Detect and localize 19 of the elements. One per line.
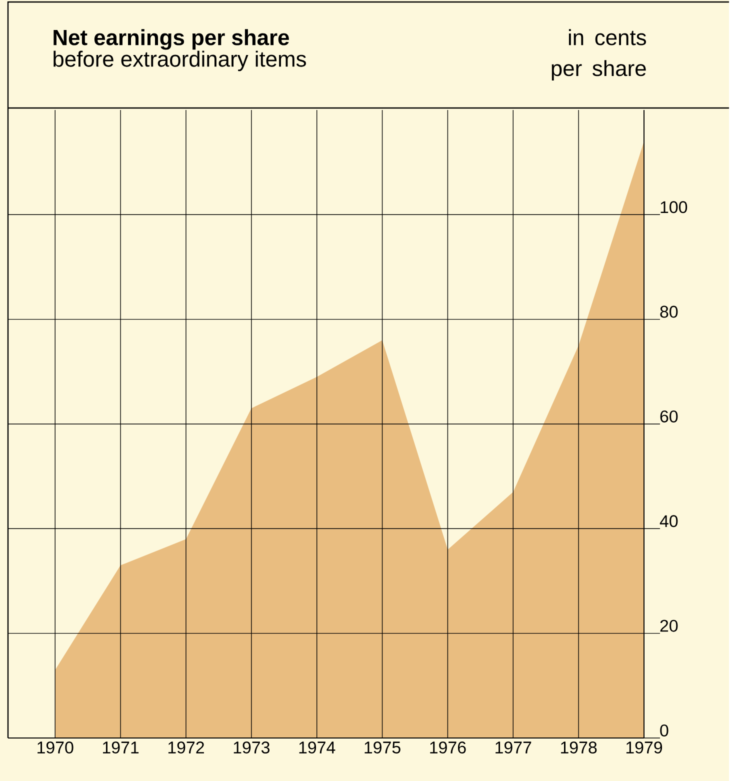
x-tick-label: 1974: [300, 742, 336, 754]
x-tick-label: 1970: [38, 742, 74, 754]
y-tick-label: 0: [660, 724, 668, 736]
chart-subtitle: before extraordinary items: [54, 50, 306, 72]
x-tick-label: 1973: [234, 742, 270, 754]
x-tick-label: 1979: [626, 742, 662, 754]
y-tick-label: 40: [660, 515, 678, 528]
y-tick-label: 100: [660, 201, 688, 214]
y-tick-label: 80: [660, 306, 678, 318]
x-tick-label: 1978: [561, 742, 597, 754]
y-tick-label: 20: [660, 620, 678, 632]
y-tick-label: 60: [660, 410, 678, 422]
x-tick-label: 1977: [496, 742, 532, 754]
x-tick-label: 1975: [364, 742, 401, 754]
chart-title: Net earnings per share: [54, 29, 290, 50]
x-tick-label: 1971: [103, 742, 139, 754]
y-axis-title: in cents per share: [552, 29, 646, 81]
x-tick-label: 1976: [430, 742, 466, 754]
x-tick-label: 1972: [168, 742, 204, 754]
